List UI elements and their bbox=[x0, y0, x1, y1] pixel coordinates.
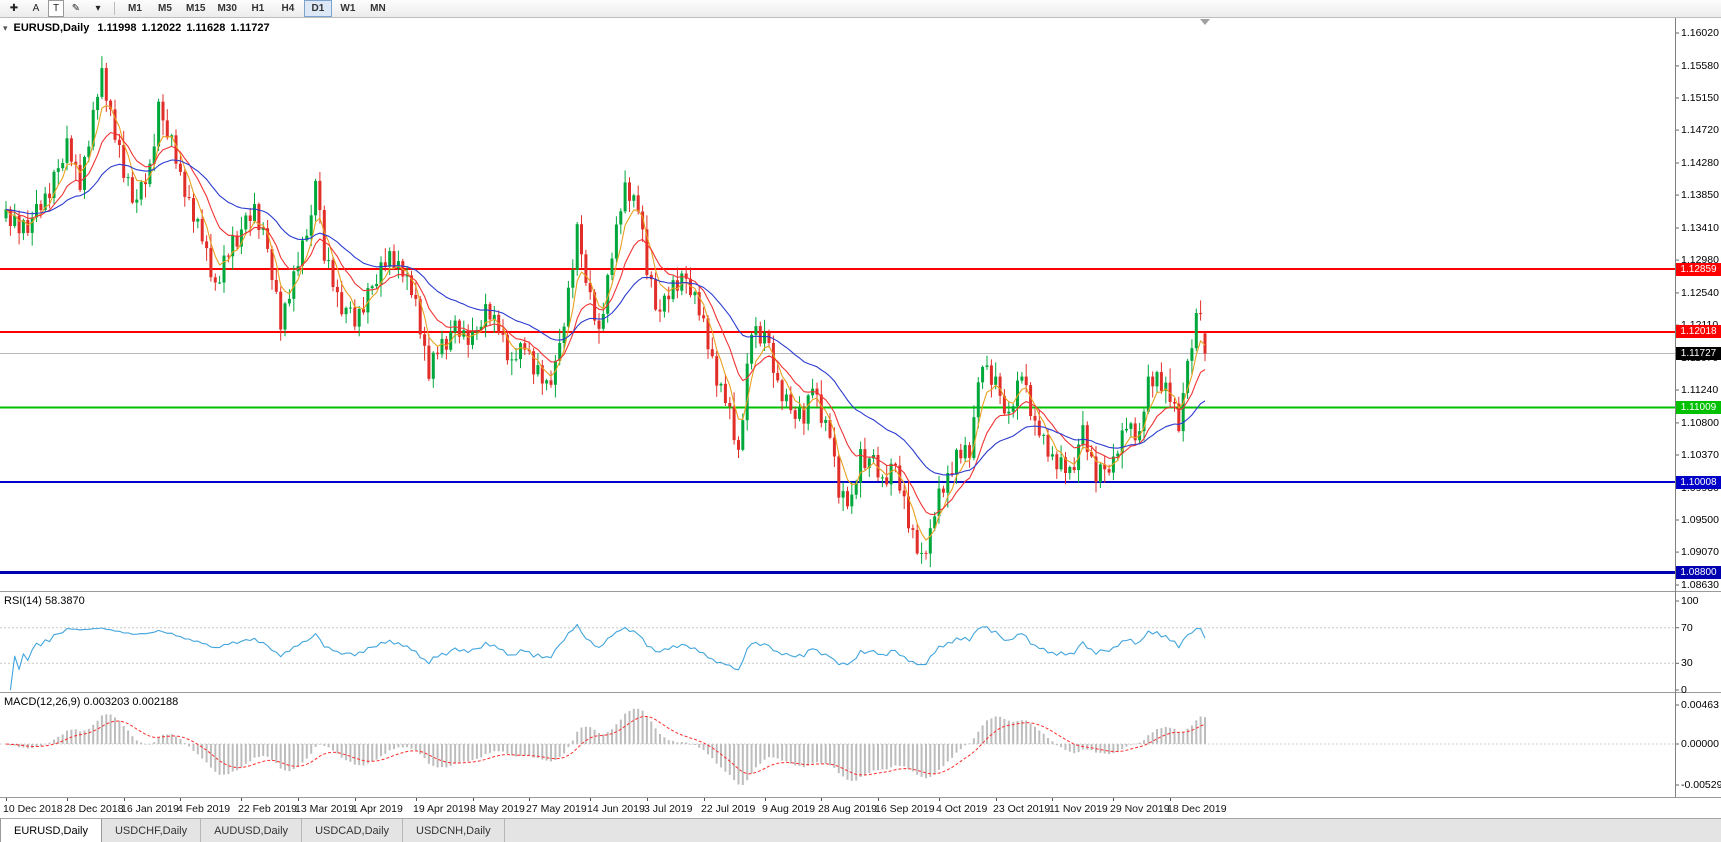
time-axis-tick bbox=[529, 798, 530, 801]
time-axis-label: 9 Aug 2019 bbox=[762, 803, 816, 815]
time-axis-tick bbox=[298, 798, 299, 801]
time-axis-label: 19 Apr 2019 bbox=[413, 803, 470, 815]
chart-ohlc-title: ▾ EURUSD,Daily 1.11998 1.12022 1.11628 1… bbox=[3, 22, 275, 34]
time-axis-tick bbox=[704, 798, 705, 801]
text-label-tool-icon[interactable]: A bbox=[32, 3, 40, 14]
drawing-tools-group: ✚ A T ✎ ▾ bbox=[3, 0, 109, 17]
time-axis-label: 10 Dec 2018 bbox=[3, 803, 63, 815]
time-axis-label: 4 Feb 2019 bbox=[177, 803, 231, 815]
price-chart-panel[interactable]: ▾ EURUSD,Daily 1.11998 1.12022 1.11628 1… bbox=[0, 18, 1721, 591]
time-axis-label: 11 Nov 2019 bbox=[1049, 803, 1108, 815]
chart-symbol-label: EURUSD,Daily bbox=[13, 22, 90, 34]
time-axis-label: 16 Sep 2019 bbox=[875, 803, 935, 815]
time-axis-tick bbox=[821, 798, 822, 801]
arrow-style-dropdown-icon[interactable]: ▾ bbox=[95, 3, 101, 14]
time-axis-label: 29 Nov 2019 bbox=[1110, 803, 1170, 815]
time-axis-tick bbox=[124, 798, 125, 801]
time-axis-tick bbox=[647, 798, 648, 801]
ohlc-high-value: 1.12022 bbox=[141, 22, 182, 34]
time-axis-label: 8 May 2019 bbox=[470, 803, 525, 815]
chart-tabs-bar: EURUSD,Daily USDCHF,Daily AUDUSD,Daily USDC… bbox=[0, 818, 1721, 842]
chart-tab-usdcnh[interactable]: USDCNH,Daily bbox=[403, 819, 505, 842]
time-axis-label: 22 Jul 2019 bbox=[701, 803, 756, 815]
time-axis-label: 4 Oct 2019 bbox=[936, 803, 988, 815]
time-axis-tick bbox=[590, 798, 591, 801]
time-axis-tick bbox=[355, 798, 356, 801]
timeframe-w1-button[interactable]: W1 bbox=[340, 3, 356, 14]
timeframe-m5-button[interactable]: M5 bbox=[158, 3, 172, 14]
timeframe-h4-button[interactable]: H4 bbox=[281, 3, 295, 14]
time-axis-label: 1 Apr 2019 bbox=[352, 803, 403, 815]
toolbar-separator bbox=[114, 2, 115, 15]
cursor-tool-icon[interactable]: ✚ bbox=[9, 3, 19, 14]
rsi-canvas[interactable] bbox=[0, 592, 1721, 693]
time-axis-tick bbox=[473, 798, 474, 801]
chart-tab-eurusd[interactable]: EURUSD,Daily bbox=[0, 819, 102, 842]
time-axis-tick bbox=[1052, 798, 1053, 801]
chart-tab-usdchf[interactable]: USDCHF,Daily bbox=[102, 819, 202, 842]
time-axis-tick bbox=[765, 798, 766, 801]
chart-tab-usdcad[interactable]: USDCAD,Daily bbox=[302, 819, 404, 842]
time-axis-label: 22 Feb 2019 bbox=[238, 803, 297, 815]
timeframe-m15-button[interactable]: M15 bbox=[186, 3, 206, 14]
timeframes-group: M1 M5 M15 M30 H1 H4 D1 W1 MN bbox=[120, 0, 393, 17]
price-chart-canvas[interactable] bbox=[0, 18, 1721, 591]
time-axis-label: 28 Aug 2019 bbox=[818, 803, 877, 815]
rsi-indicator-label: RSI(14) 58.3870 bbox=[4, 595, 85, 607]
time-axis-tick bbox=[996, 798, 997, 801]
chart-toolbar: ✚ A T ✎ ▾ M1 M5 M15 M30 H1 H4 D1 W1 MN bbox=[0, 0, 1721, 18]
time-axis-tick bbox=[67, 798, 68, 801]
ohlc-open-value: 1.11998 bbox=[97, 22, 137, 34]
time-axis-label: 13 Mar 2019 bbox=[295, 803, 354, 815]
time-axis-label: 14 Jun 2019 bbox=[587, 803, 645, 815]
price-axis-line bbox=[1675, 18, 1676, 797]
timeframe-m30-button[interactable]: M30 bbox=[217, 3, 237, 14]
time-axis-tick bbox=[6, 798, 7, 801]
time-axis-label: 18 Dec 2019 bbox=[1167, 803, 1227, 815]
timeframe-h1-button[interactable]: H1 bbox=[251, 3, 265, 14]
time-axis-tick bbox=[416, 798, 417, 801]
time-axis-label: 23 Oct 2019 bbox=[993, 803, 1051, 815]
time-axis-label: 27 May 2019 bbox=[526, 803, 587, 815]
timeframe-d1-button[interactable]: D1 bbox=[303, 0, 332, 17]
time-axis: 10 Dec 2018 28 Dec 2018 16 Jan 2019 4 Feb 2… bbox=[0, 797, 1721, 818]
macd-canvas[interactable] bbox=[0, 693, 1721, 798]
timeframe-m1-button[interactable]: M1 bbox=[128, 3, 142, 14]
ohlc-low-value: 1.11628 bbox=[186, 22, 226, 34]
pencil-draw-tool-icon[interactable]: ✎ bbox=[71, 3, 81, 14]
macd-panel[interactable]: MACD(12,26,9) 0.003203 0.002188 0.00463 0… bbox=[0, 692, 1721, 798]
ohlc-close-value: 1.11727 bbox=[230, 22, 270, 34]
timeframe-mn-button[interactable]: MN bbox=[370, 3, 386, 14]
collapse-arrow-icon[interactable]: ▾ bbox=[3, 22, 8, 33]
time-axis-tick bbox=[180, 798, 181, 801]
time-axis-tick bbox=[241, 798, 242, 801]
time-axis-label: 3 Jul 2019 bbox=[644, 803, 693, 815]
time-axis-tick bbox=[1113, 798, 1114, 801]
time-axis-tick bbox=[878, 798, 879, 801]
time-axis-label: 16 Jan 2019 bbox=[121, 803, 179, 815]
chart-tab-audusd[interactable]: AUDUSD,Daily bbox=[201, 819, 303, 842]
rsi-panel[interactable]: RSI(14) 58.3870 100 70 30 0 bbox=[0, 591, 1721, 696]
time-axis-tick bbox=[1170, 798, 1171, 801]
time-axis-tick bbox=[939, 798, 940, 801]
text-box-tool-icon[interactable]: T bbox=[48, 0, 64, 17]
time-axis-label: 28 Dec 2018 bbox=[64, 803, 124, 815]
macd-indicator-label: MACD(12,26,9) 0.003203 0.002188 bbox=[4, 696, 179, 708]
